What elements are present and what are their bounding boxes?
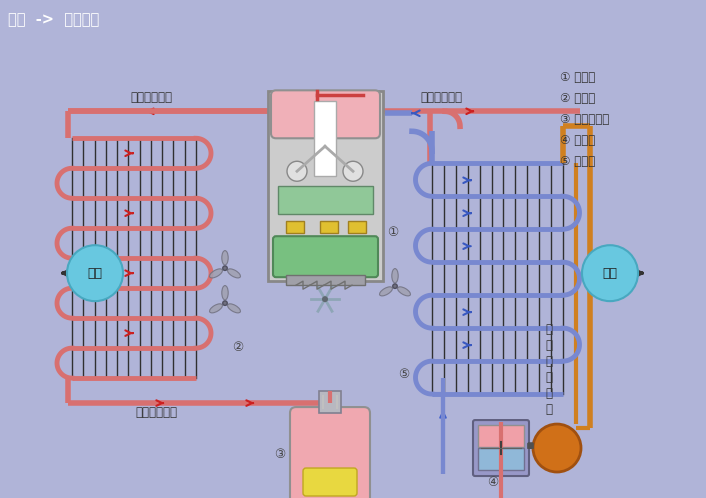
FancyBboxPatch shape — [290, 407, 370, 498]
Text: ③: ③ — [274, 448, 285, 461]
Circle shape — [582, 245, 638, 301]
Text: ①: ① — [387, 226, 398, 239]
Ellipse shape — [210, 269, 222, 278]
Text: 原理  ->  制冷原理: 原理 -> 制冷原理 — [8, 12, 100, 27]
FancyBboxPatch shape — [268, 91, 383, 281]
Text: ⑤: ⑤ — [398, 368, 409, 381]
Bar — [478, 448, 524, 470]
Circle shape — [533, 424, 581, 472]
Bar — [348, 221, 366, 233]
Circle shape — [287, 161, 307, 181]
Bar — [319, 391, 341, 413]
Bar — [314, 101, 336, 176]
Text: ③ 储液干燥器: ③ 储液干燥器 — [560, 114, 609, 126]
Ellipse shape — [397, 287, 410, 296]
Ellipse shape — [210, 304, 222, 313]
Ellipse shape — [392, 268, 398, 283]
Text: 低温低压气态: 低温低压气态 — [420, 91, 462, 104]
Circle shape — [393, 284, 397, 288]
Circle shape — [223, 266, 227, 270]
Text: 中温高压液态: 中温高压液态 — [135, 406, 177, 419]
Ellipse shape — [227, 304, 241, 313]
FancyBboxPatch shape — [303, 468, 357, 496]
Text: 低
温
低
压
液
态: 低 温 低 压 液 态 — [545, 323, 552, 416]
Text: ②: ② — [232, 341, 244, 354]
FancyBboxPatch shape — [273, 236, 378, 277]
Circle shape — [67, 245, 123, 301]
Ellipse shape — [222, 285, 228, 300]
Text: 高温高压气态: 高温高压气态 — [130, 91, 172, 104]
Text: 吸热: 吸热 — [602, 266, 618, 280]
Bar — [286, 275, 365, 285]
Circle shape — [343, 161, 363, 181]
Text: 散热: 散热 — [88, 266, 102, 280]
Circle shape — [322, 296, 328, 302]
Bar — [478, 425, 524, 447]
Bar — [320, 221, 338, 233]
FancyBboxPatch shape — [271, 90, 380, 138]
FancyBboxPatch shape — [473, 420, 529, 476]
Circle shape — [223, 301, 227, 305]
Ellipse shape — [380, 287, 393, 296]
Text: ④ 膨胀阀: ④ 膨胀阀 — [560, 134, 595, 147]
Bar — [286, 221, 304, 233]
Ellipse shape — [227, 269, 241, 278]
Ellipse shape — [222, 250, 228, 265]
Text: ② 冷凝器: ② 冷凝器 — [560, 92, 595, 105]
Text: ④: ④ — [487, 476, 498, 489]
Text: ⑤ 蕲发器: ⑤ 蕲发器 — [560, 155, 595, 168]
Text: ① 压缩机: ① 压缩机 — [560, 71, 595, 84]
Bar — [278, 186, 373, 214]
